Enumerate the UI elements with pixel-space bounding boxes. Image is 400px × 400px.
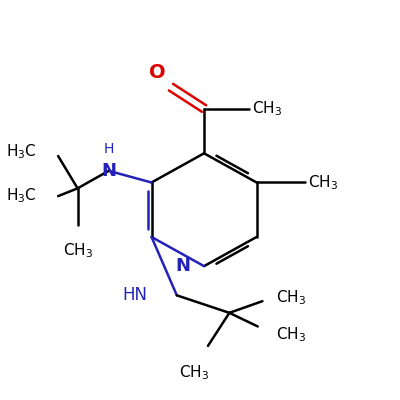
Text: O: O [148,64,165,82]
Text: H$_3$C: H$_3$C [6,142,37,161]
Text: CH$_3$: CH$_3$ [179,364,210,382]
Text: HN: HN [123,286,148,304]
Text: N: N [101,162,116,180]
Text: N: N [175,257,190,275]
Text: CH$_3$: CH$_3$ [276,288,306,307]
Text: H$_3$C: H$_3$C [6,187,37,206]
Text: CH$_3$: CH$_3$ [62,241,93,260]
Text: CH$_3$: CH$_3$ [252,99,282,118]
Text: CH$_3$: CH$_3$ [308,173,338,192]
Text: H: H [104,142,114,156]
Text: CH$_3$: CH$_3$ [276,325,306,344]
